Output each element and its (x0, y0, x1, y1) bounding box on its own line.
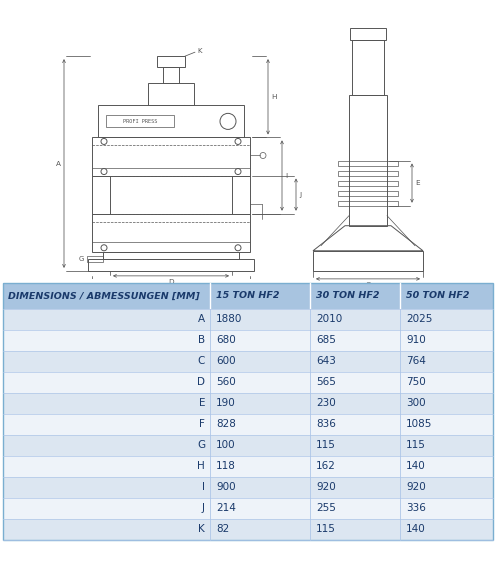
Text: 836: 836 (316, 419, 336, 430)
Text: 1085: 1085 (406, 419, 433, 430)
Bar (103, 252, 239, 259)
Text: D: D (197, 377, 205, 388)
Text: A: A (198, 315, 205, 324)
Text: F: F (169, 291, 173, 297)
Text: 15 TON HF2: 15 TON HF2 (216, 292, 280, 300)
Text: 300: 300 (406, 398, 426, 408)
Bar (350, 28, 386, 40)
Polygon shape (313, 226, 423, 251)
Text: 336: 336 (406, 503, 426, 513)
Text: 2025: 2025 (406, 315, 433, 324)
Bar (313, 251, 423, 271)
Text: 920: 920 (316, 482, 336, 492)
Text: 118: 118 (216, 461, 236, 472)
Text: G: G (79, 256, 84, 262)
Text: 162: 162 (316, 461, 336, 472)
Text: 100: 100 (216, 440, 236, 450)
Text: 230: 230 (316, 398, 336, 408)
Bar (163, 67, 179, 83)
Text: 30 TON HF2: 30 TON HF2 (316, 292, 379, 300)
Text: B: B (169, 285, 174, 291)
Bar (349, 95, 387, 226)
Bar (92, 175, 110, 214)
Text: PROFI PRESS: PROFI PRESS (123, 119, 157, 124)
Text: A: A (56, 160, 61, 167)
Text: I: I (202, 482, 205, 492)
Text: 255: 255 (316, 503, 336, 513)
Bar (3, 498, 493, 519)
Text: 750: 750 (406, 377, 426, 388)
Bar (3, 283, 493, 540)
Bar (338, 181, 398, 186)
Text: 214: 214 (216, 503, 236, 513)
Text: 140: 140 (406, 461, 426, 472)
Text: 115: 115 (316, 524, 336, 534)
Text: F: F (199, 419, 205, 430)
Text: J: J (202, 503, 205, 513)
Text: C: C (197, 356, 205, 366)
Text: 190: 190 (216, 398, 236, 408)
Text: D: D (168, 279, 174, 285)
Text: H: H (271, 94, 276, 100)
Text: 600: 600 (216, 356, 236, 366)
Bar (92, 214, 250, 252)
Bar (148, 83, 194, 105)
Bar (3, 414, 493, 435)
Text: 50 TON HF2: 50 TON HF2 (406, 292, 470, 300)
Bar (92, 137, 250, 175)
Text: 900: 900 (216, 482, 236, 492)
Text: 2010: 2010 (316, 315, 342, 324)
Bar (157, 56, 185, 67)
Text: 643: 643 (316, 356, 336, 366)
Text: 764: 764 (406, 356, 426, 366)
Text: 680: 680 (216, 335, 236, 346)
Bar (338, 171, 398, 175)
Bar (3, 309, 493, 330)
Text: I: I (285, 172, 287, 179)
Text: E: E (415, 180, 420, 186)
Bar (3, 393, 493, 414)
Text: K: K (198, 524, 205, 534)
Bar (3, 351, 493, 372)
Text: 910: 910 (406, 335, 426, 346)
Bar (338, 190, 398, 196)
Text: B: B (198, 335, 205, 346)
Text: 1880: 1880 (216, 315, 243, 324)
Bar (338, 201, 398, 206)
Bar (3, 283, 493, 309)
Text: K: K (197, 48, 201, 54)
Text: 115: 115 (406, 440, 426, 450)
Bar (3, 372, 493, 393)
Text: 920: 920 (406, 482, 426, 492)
Text: 560: 560 (216, 377, 236, 388)
Text: 82: 82 (216, 524, 229, 534)
Text: G: G (197, 440, 205, 450)
Text: C: C (366, 282, 371, 288)
Bar (3, 519, 493, 540)
Bar (88, 259, 254, 271)
Bar (3, 456, 493, 477)
Text: 828: 828 (216, 419, 236, 430)
Bar (3, 435, 493, 456)
Text: 115: 115 (316, 440, 336, 450)
Bar (3, 477, 493, 498)
Bar (98, 105, 244, 137)
Text: 685: 685 (316, 335, 336, 346)
Bar (232, 175, 250, 214)
Text: E: E (198, 398, 205, 408)
Bar (338, 160, 398, 166)
Text: 565: 565 (316, 377, 336, 388)
Bar (106, 116, 174, 128)
Text: J: J (299, 191, 301, 198)
Text: 140: 140 (406, 524, 426, 534)
Bar (352, 40, 384, 95)
Text: DIMENSIONS / ABMESSUNGEN [MM]: DIMENSIONS / ABMESSUNGEN [MM] (8, 292, 200, 300)
Bar (3, 330, 493, 351)
Bar (87, 256, 103, 262)
Text: H: H (197, 461, 205, 472)
